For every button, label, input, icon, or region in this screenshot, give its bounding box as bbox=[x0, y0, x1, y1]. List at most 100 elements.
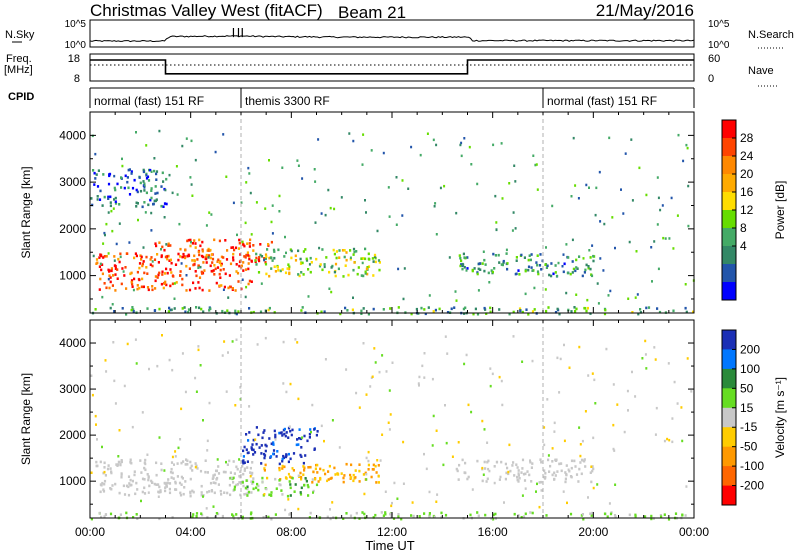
data-cell bbox=[221, 309, 224, 313]
data-cell bbox=[539, 458, 542, 461]
data-cell bbox=[381, 433, 384, 436]
data-cell bbox=[272, 449, 276, 452]
data-cell bbox=[690, 390, 693, 393]
data-cell bbox=[427, 306, 430, 309]
data-cell bbox=[202, 310, 205, 313]
data-cell bbox=[288, 475, 292, 479]
data-cell bbox=[132, 288, 135, 292]
data-cell bbox=[670, 196, 673, 200]
data-cell bbox=[141, 264, 144, 268]
data-cell bbox=[266, 248, 269, 251]
colorbar-tick-label: 28 bbox=[740, 131, 754, 145]
data-cell bbox=[494, 254, 497, 257]
data-cell bbox=[114, 289, 117, 292]
data-cell bbox=[361, 163, 364, 166]
data-cell bbox=[388, 389, 391, 392]
data-cell bbox=[161, 171, 164, 175]
data-cell bbox=[591, 469, 594, 473]
data-cell bbox=[362, 133, 365, 136]
noise-line bbox=[89, 35, 695, 43]
data-cell bbox=[543, 443, 546, 447]
data-cell bbox=[150, 189, 153, 192]
data-cell bbox=[274, 513, 277, 516]
data-cell bbox=[156, 191, 159, 195]
data-cell bbox=[587, 266, 590, 270]
data-cell bbox=[288, 480, 291, 483]
data-cell bbox=[540, 480, 543, 484]
data-cell bbox=[592, 467, 595, 471]
data-cell bbox=[538, 264, 542, 267]
data-cell bbox=[498, 308, 501, 311]
freq-left-tick-top: 18 bbox=[68, 53, 80, 65]
data-cell bbox=[345, 251, 348, 254]
data-cell bbox=[202, 261, 205, 264]
data-cell bbox=[248, 242, 251, 245]
data-cell bbox=[181, 352, 184, 355]
data-cell bbox=[301, 306, 304, 309]
data-cell bbox=[237, 280, 240, 283]
data-cell bbox=[540, 489, 543, 492]
data-cell bbox=[687, 184, 690, 188]
data-cell bbox=[307, 295, 310, 298]
data-cell bbox=[192, 490, 195, 494]
data-cell bbox=[521, 494, 524, 497]
data-cell bbox=[105, 370, 108, 373]
data-cell bbox=[490, 517, 493, 520]
data-cell bbox=[567, 468, 570, 471]
data-cell bbox=[233, 472, 236, 475]
data-cell bbox=[219, 268, 222, 272]
data-cell bbox=[123, 493, 127, 496]
data-cell bbox=[380, 511, 383, 514]
data-cell bbox=[524, 472, 527, 476]
data-cell bbox=[220, 493, 223, 496]
data-cell bbox=[620, 188, 622, 191]
data-cell bbox=[181, 477, 184, 480]
data-cell bbox=[364, 272, 367, 275]
data-cell bbox=[521, 467, 524, 470]
data-cell bbox=[438, 307, 441, 311]
data-cell bbox=[505, 252, 508, 255]
data-cell bbox=[410, 145, 413, 149]
data-cell bbox=[536, 270, 540, 273]
data-cell bbox=[147, 179, 151, 182]
data-cell bbox=[177, 258, 180, 262]
data-cell bbox=[201, 249, 204, 253]
data-cell bbox=[128, 482, 131, 485]
data-cell bbox=[367, 252, 370, 256]
data-cell bbox=[323, 263, 326, 266]
data-cell bbox=[263, 469, 266, 472]
data-cell bbox=[492, 270, 494, 274]
data-cell bbox=[264, 262, 268, 266]
data-cell bbox=[259, 243, 262, 246]
data-cell bbox=[292, 452, 296, 455]
data-cell bbox=[397, 515, 400, 518]
data-cell bbox=[155, 172, 158, 176]
data-cell bbox=[186, 459, 189, 463]
data-cell bbox=[193, 254, 196, 258]
data-cell bbox=[582, 459, 585, 462]
data-cell bbox=[99, 277, 102, 281]
data-cell bbox=[435, 429, 438, 432]
freq-left-label-1: Freq. bbox=[6, 53, 32, 65]
data-cell bbox=[482, 250, 485, 253]
data-cell bbox=[494, 512, 497, 516]
data-cell bbox=[668, 237, 671, 240]
data-cell bbox=[467, 475, 470, 479]
data-cell bbox=[127, 485, 130, 489]
data-cell bbox=[168, 173, 171, 177]
data-cell bbox=[101, 204, 104, 207]
data-cell bbox=[517, 472, 520, 475]
data-cell bbox=[216, 260, 219, 263]
data-cell bbox=[385, 370, 388, 373]
data-cell bbox=[144, 458, 147, 462]
data-cell bbox=[225, 175, 228, 178]
data-cell bbox=[163, 216, 166, 219]
data-cell bbox=[543, 426, 546, 429]
data-cell bbox=[497, 253, 500, 257]
data-cell bbox=[592, 436, 595, 440]
data-cell bbox=[90, 517, 93, 521]
data-cell bbox=[133, 256, 136, 260]
data-cell bbox=[350, 476, 353, 479]
data-cell bbox=[367, 312, 370, 316]
data-cell bbox=[507, 470, 510, 474]
